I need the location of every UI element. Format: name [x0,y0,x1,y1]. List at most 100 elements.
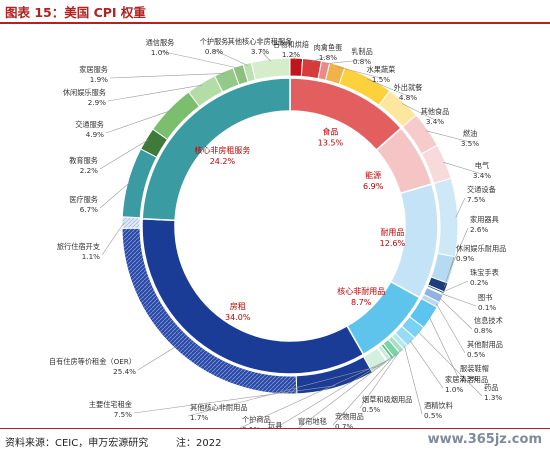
outer-value-8: 7.5% [467,195,485,204]
outer-value-29: 2.2% [80,166,98,175]
outer-value-15: 2.3% [460,374,478,383]
inner-value-0: 13.5% [318,139,344,148]
outer-value-5: 3.4% [426,117,444,126]
outer-value-7: 3.4% [473,171,491,180]
outer-label-5: 其他食品 [421,107,450,116]
leader-line-27 [101,222,125,256]
leader-line-22 [275,359,390,428]
outer-value-26: 25.4% [113,367,136,376]
outer-value-32: 1.9% [90,75,108,84]
inner-value-4: 34.0% [225,313,251,322]
slice-labels: 食品 13.5% 能源 6.9% 耐用品 12.6% 核心非耐用品 8.7% 房租 34.0% 核心… [49,37,506,428]
outer-value-0: 1.2% [282,50,300,59]
outer-label-13: 信息技术 [474,316,503,325]
outer-label-18: 酒精饮料 [424,401,453,410]
leader-line-11 [442,280,469,293]
outer-value-11: 0.2% [470,278,488,287]
source-note: 资料来源：CEIC，申万宏源研究 [5,438,149,449]
outer-label-25: 主要住宅租金 [89,400,132,409]
leader-line-9 [449,227,469,270]
leader-line-5 [402,103,436,121]
leader-line-13 [439,297,473,330]
leader-line-0 [290,52,297,61]
leader-line-7 [443,161,483,175]
outer-value-19: 0.5% [362,405,380,414]
outer-label-28: 医疗服务 [69,195,98,204]
title-bar: 图表 15：美国 CPI 权重 [0,0,550,24]
leader-line-26 [137,346,177,371]
outer-label-6: 燃油 [463,129,477,138]
leader-line-2 [325,59,363,65]
outer-value-14: 0.5% [467,350,485,359]
outer-value-20: 0.7% [335,422,353,428]
outer-label-27: 旅行住宿开支 [57,242,100,251]
leader-line-28 [99,182,131,209]
outer-value-28: 6.7% [80,205,98,214]
inner-value-5: 24.2% [210,157,236,166]
leader-line-21 [298,356,393,428]
outer-label-33: 通信服务 [146,38,175,47]
leader-line-17 [409,340,444,389]
leader-line-8 [455,197,466,218]
inner-label-5: 核心非房租服务 [194,145,250,155]
leader-lines [99,49,483,428]
inner-label-3: 核心非耐用品 [337,286,385,296]
leader-line-25 [133,385,336,414]
outer-label-30: 交通服务 [75,120,104,129]
outer-label-11: 珠宝手表 [470,268,499,277]
outer-value-9: 2.6% [470,225,488,234]
outer-label-16: 药品 [484,383,498,392]
outer-value-18: 0.5% [424,411,442,420]
outer-label-9: 家用器具 [470,215,499,224]
inner-label-0: 食品 [322,127,338,137]
watermark: www.365jz.com [427,432,542,447]
outer-ring [121,57,459,395]
leader-line-23 [239,360,387,428]
leader-line-32 [109,73,225,79]
outer-slice-0 [289,57,304,77]
outer-value-31: 2.9% [88,98,106,107]
leader-line-24 [187,365,380,417]
footer: 资料来源：CEIC，申万宏源研究 注：2022 www.365jz.com [0,428,550,451]
leader-line-35 [259,49,271,62]
outer-label-12: 图书 [478,293,492,302]
leader-line-3 [336,66,382,79]
outer-label-24: 其他核心非耐用品 [190,403,248,412]
outer-label-35: 其他核心非房租服务 [228,37,293,46]
outer-value-33: 1.0% [151,48,169,57]
outer-value-34: 0.8% [205,47,223,56]
outer-value-4: 4.8% [399,93,417,102]
inner-value-3: 8.7% [351,298,372,307]
outer-label-10: 休闲娱乐耐用品 [456,244,506,253]
outer-label-17: 家居清洁用品 [445,375,488,384]
outer-label-19: 烟草和吸烟用品 [362,395,412,404]
outer-label-3: 水果蔬菜 [367,65,396,74]
inner-label-1: 能源 [365,170,381,180]
outer-value-2: 0.8% [353,57,371,66]
outer-label-2: 乳制品 [351,47,373,56]
outer-value-23: 0.1% [242,425,260,428]
leader-line-12 [441,293,477,307]
outer-value-10: 0.9% [456,254,474,263]
outer-value-17: 1.0% [445,385,463,394]
outer-label-22: 玩具 [268,421,282,428]
inner-slice-5 [141,77,291,222]
leader-line-33 [159,50,239,69]
outer-label-34: 个护服务 [200,37,229,46]
leader-line-4 [367,78,409,97]
leader-line-29 [99,139,149,170]
inner-value-1: 6.9% [363,182,384,191]
outer-label-20: 宠物用品 [335,412,364,421]
outer-label-1: 肉禽鱼蛋 [314,43,343,52]
chart-area: 食品 13.5% 能源 6.9% 耐用品 12.6% 核心非耐用品 8.7% 房租 34.0% 核心… [49,37,506,428]
leader-line-1 [311,55,329,62]
outer-label-29: 教育服务 [69,156,98,165]
outer-value-6: 3.5% [461,139,479,148]
inner-label-2: 耐用品 [380,227,404,237]
outer-slice-35 [250,57,291,81]
outer-value-21: 0.3% [298,427,316,428]
leader-line-34 [213,49,248,66]
leader-line-18 [404,346,423,415]
year-note: 注：2022 [176,438,222,449]
leader-line-19 [359,349,401,409]
